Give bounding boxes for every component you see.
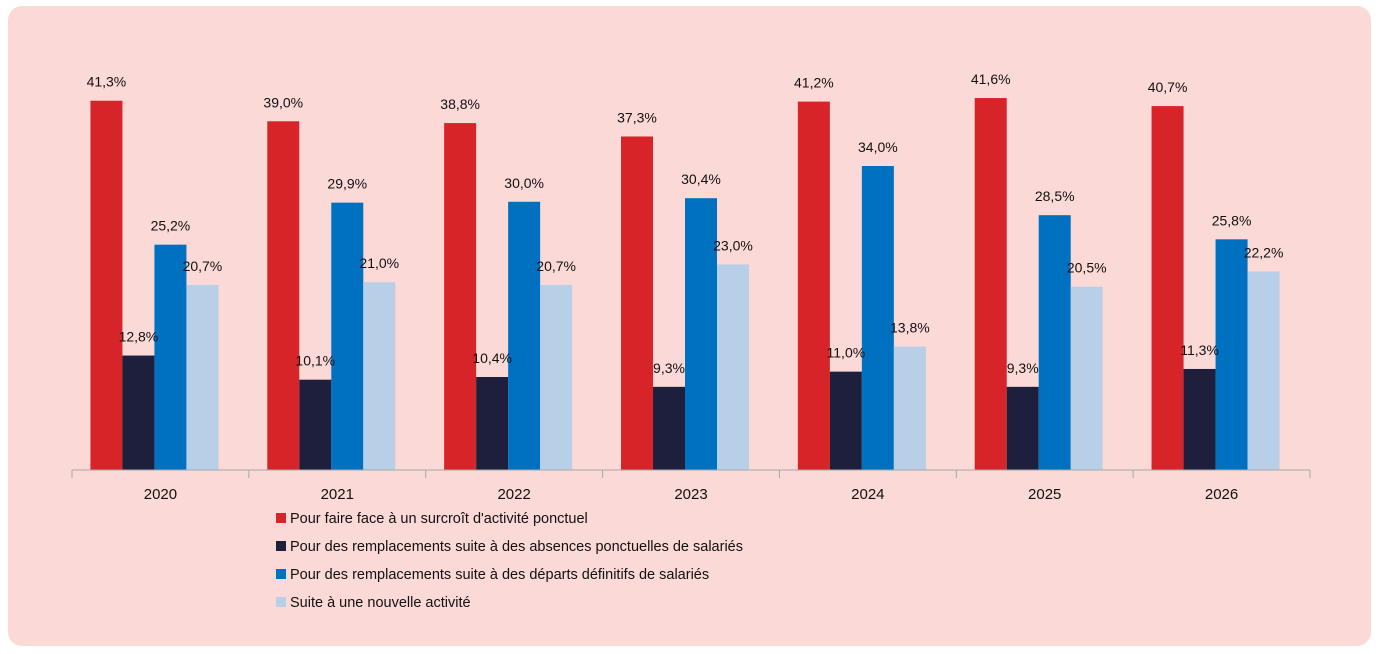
bar-2023-series-3 (685, 198, 717, 470)
legend-label-series-2: Pour des remplacements suite à des absen… (290, 539, 743, 555)
x-tick-label-2023: 2023 (674, 486, 707, 503)
legend-label-series-1: Pour faire face à un surcroît d'activité… (290, 511, 588, 527)
data-label-2025-series-2: 9,3% (1007, 360, 1039, 376)
legend-label-series-4: Suite à une nouvelle activité (290, 595, 471, 611)
data-label-2020-series-1: 41,3% (87, 74, 127, 90)
data-label-2021-series-1: 39,0% (263, 94, 303, 110)
x-tick-label-2025: 2025 (1028, 486, 1061, 503)
data-label-2022-series-2: 10,4% (472, 350, 512, 366)
bar-2020-series-1 (90, 100, 123, 471)
bar-2022-series-2 (476, 377, 509, 470)
data-label-2024-series-3: 34,0% (858, 139, 898, 155)
data-label-2026-series-1: 40,7% (1148, 79, 1188, 95)
bar-2023-series-4 (717, 264, 749, 470)
legend: Pour faire face à un surcroît d'activité… (276, 511, 743, 611)
legend-swatch-series-1 (276, 513, 286, 523)
data-label-2021-series-2: 10,1% (295, 353, 335, 369)
data-label-2020-series-2: 12,8% (119, 329, 159, 345)
bar-2021-series-3 (331, 202, 364, 471)
x-tick-label-2021: 2021 (321, 486, 354, 503)
data-label-2022-series-4: 20,7% (536, 258, 576, 274)
x-tick-label-2022: 2022 (497, 486, 530, 503)
data-label-2024-series-2: 11,0% (827, 345, 866, 361)
x-axis-ticks (71, 470, 1311, 478)
x-axis-tick-labels: 2020 2021 2022 2023 2024 2025 2026 (144, 486, 1239, 503)
bar-2025-series-2 (1006, 386, 1039, 470)
x-tick-label-2020: 2020 (144, 486, 177, 503)
data-label-2026-series-3: 25,8% (1212, 212, 1252, 228)
x-tick-label-2024: 2024 (851, 486, 884, 503)
data-label-2024-series-1: 41,2% (794, 75, 834, 91)
bar-2020-series-3 (154, 244, 187, 470)
x-tick-label-2026: 2026 (1205, 486, 1238, 503)
bar-2025-series-1 (974, 98, 1007, 470)
bar-2022-series-4 (540, 284, 573, 470)
data-label-2026-series-4: 22,2% (1244, 245, 1284, 261)
bar-2024-series-4 (893, 346, 926, 470)
value-labels-layer: 41,3% 12,8% 25,2% 20,7% 39,0% 10,1% 29,9% 21,0%… (87, 71, 1284, 376)
data-label-2020-series-3: 25,2% (151, 218, 191, 234)
bar-2026-series-4 (1247, 271, 1280, 470)
bar-2025-series-3 (1038, 215, 1071, 470)
data-label-2023-series-4: 23,0% (713, 237, 753, 253)
bar-2026-series-2 (1183, 368, 1216, 470)
bar-2024-series-2 (829, 371, 862, 470)
bar-2023-series-1 (621, 136, 653, 470)
data-label-2026-series-2: 11,3% (1180, 342, 1219, 358)
data-label-2023-series-3: 30,4% (681, 171, 721, 187)
legend-swatch-series-4 (276, 597, 286, 607)
data-label-2025-series-1: 41,6% (971, 71, 1011, 87)
legend-swatch-series-2 (276, 541, 286, 551)
bar-2024-series-1 (797, 101, 830, 470)
bar-2024-series-3 (861, 166, 894, 470)
bar-2021-series-1 (267, 121, 300, 470)
bar-2020-series-2 (122, 355, 155, 470)
bar-2021-series-2 (299, 379, 332, 470)
legend-label-series-3: Pour des remplacements suite à des dépar… (290, 567, 709, 583)
data-label-2021-series-4: 21,0% (359, 255, 399, 271)
bar-2026-series-1 (1151, 106, 1184, 470)
bar-2022-series-3 (508, 201, 541, 470)
bar-2022-series-1 (444, 123, 477, 471)
bar-2025-series-4 (1070, 286, 1103, 470)
data-label-2025-series-3: 28,5% (1035, 188, 1075, 204)
data-label-2023-series-1: 37,3% (617, 109, 657, 125)
data-label-2020-series-4: 20,7% (183, 258, 223, 274)
data-label-2021-series-3: 29,9% (327, 176, 367, 192)
bar-2020-series-4 (186, 284, 219, 470)
bar-2026-series-3 (1215, 239, 1248, 470)
data-label-2022-series-1: 38,8% (440, 96, 480, 112)
legend-swatch-series-3 (276, 569, 286, 579)
data-label-2025-series-4: 20,5% (1067, 260, 1107, 276)
data-label-2023-series-2: 9,3% (653, 360, 685, 376)
data-label-2022-series-3: 30,0% (504, 175, 544, 191)
bar-2021-series-4 (363, 282, 396, 470)
bar-2023-series-2 (653, 386, 685, 470)
data-label-2024-series-4: 13,8% (890, 320, 930, 336)
bars-layer (90, 98, 1280, 471)
